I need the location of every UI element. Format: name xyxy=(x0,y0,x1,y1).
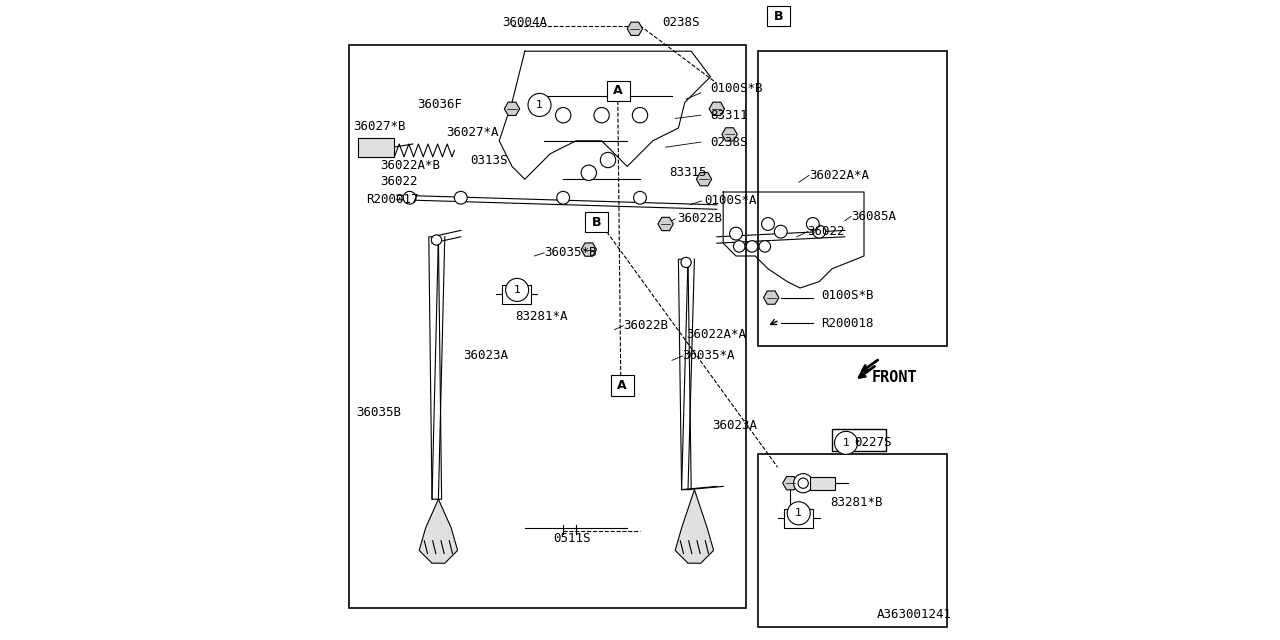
Circle shape xyxy=(759,241,771,252)
Circle shape xyxy=(557,191,570,204)
Text: 36035*A: 36035*A xyxy=(682,349,735,362)
Bar xyxy=(785,509,813,528)
FancyBboxPatch shape xyxy=(832,429,886,451)
Text: 1: 1 xyxy=(795,508,803,518)
Bar xyxy=(502,285,531,304)
Text: 83315: 83315 xyxy=(668,166,707,179)
Text: 36027*A: 36027*A xyxy=(447,126,499,139)
Text: A: A xyxy=(613,84,623,97)
FancyBboxPatch shape xyxy=(767,6,790,26)
Text: B: B xyxy=(773,10,783,22)
Text: 0100S*B: 0100S*B xyxy=(822,289,874,301)
Text: 36022B: 36022B xyxy=(623,319,668,332)
Text: 0313S: 0313S xyxy=(471,154,508,167)
Polygon shape xyxy=(581,243,596,256)
Text: FRONT: FRONT xyxy=(872,370,918,385)
Polygon shape xyxy=(722,128,737,141)
Bar xyxy=(810,477,836,490)
Text: B: B xyxy=(591,216,602,228)
FancyBboxPatch shape xyxy=(585,212,608,232)
Polygon shape xyxy=(420,499,458,563)
Circle shape xyxy=(746,241,758,252)
Text: 36022: 36022 xyxy=(380,175,417,188)
Text: A363001241: A363001241 xyxy=(877,608,952,621)
Polygon shape xyxy=(763,291,778,304)
Text: 36022A*A: 36022A*A xyxy=(686,328,746,340)
Bar xyxy=(759,454,947,627)
Polygon shape xyxy=(658,218,673,230)
Text: 36085A: 36085A xyxy=(851,210,896,223)
Text: 83281*B: 83281*B xyxy=(831,496,883,509)
Circle shape xyxy=(634,191,646,204)
Circle shape xyxy=(835,431,858,454)
Text: 36022A*A: 36022A*A xyxy=(810,169,869,182)
Circle shape xyxy=(431,235,442,245)
Polygon shape xyxy=(696,173,712,186)
Circle shape xyxy=(600,152,616,168)
Text: 0511S: 0511S xyxy=(553,532,590,545)
Circle shape xyxy=(556,108,571,123)
Text: 36023A: 36023A xyxy=(712,419,758,432)
Text: A: A xyxy=(617,379,627,392)
Text: 83311: 83311 xyxy=(710,109,748,122)
Bar xyxy=(348,45,745,608)
Circle shape xyxy=(730,227,742,240)
Circle shape xyxy=(794,474,813,493)
Text: 0100S*B: 0100S*B xyxy=(710,82,763,95)
Circle shape xyxy=(681,257,691,268)
Text: 36022: 36022 xyxy=(808,225,845,238)
Polygon shape xyxy=(709,102,724,115)
Circle shape xyxy=(529,93,550,116)
Circle shape xyxy=(733,241,745,252)
Text: 36035B: 36035B xyxy=(356,406,402,419)
Circle shape xyxy=(403,191,416,204)
Circle shape xyxy=(806,218,819,230)
Text: 1: 1 xyxy=(536,100,543,110)
Circle shape xyxy=(799,478,809,488)
Text: 0100S*A: 0100S*A xyxy=(704,195,756,207)
FancyBboxPatch shape xyxy=(611,375,634,396)
Polygon shape xyxy=(783,477,799,490)
Circle shape xyxy=(594,108,609,123)
Text: 36022A*B: 36022A*B xyxy=(380,159,440,172)
Circle shape xyxy=(762,218,774,230)
Text: 0238S: 0238S xyxy=(710,136,748,148)
Circle shape xyxy=(787,502,810,525)
Text: 36036F: 36036F xyxy=(417,98,462,111)
Text: 0227S: 0227S xyxy=(855,436,892,449)
Circle shape xyxy=(813,225,826,238)
Circle shape xyxy=(774,225,787,238)
Polygon shape xyxy=(676,490,714,563)
Text: 36027*B: 36027*B xyxy=(353,120,406,132)
Text: 36035*B: 36035*B xyxy=(544,246,596,259)
Text: 83281*A: 83281*A xyxy=(516,310,568,323)
Bar xyxy=(759,51,947,346)
Text: 1: 1 xyxy=(513,285,521,295)
Polygon shape xyxy=(627,22,643,35)
Text: 0238S: 0238S xyxy=(663,16,700,29)
Text: 36023A: 36023A xyxy=(463,349,508,362)
Bar xyxy=(358,138,394,157)
Text: 36022B: 36022B xyxy=(677,212,722,225)
Polygon shape xyxy=(504,102,520,115)
Circle shape xyxy=(454,191,467,204)
Circle shape xyxy=(632,108,648,123)
FancyBboxPatch shape xyxy=(607,81,630,101)
Text: 1: 1 xyxy=(842,438,850,448)
Circle shape xyxy=(581,165,596,180)
Text: R200017: R200017 xyxy=(366,193,419,206)
Text: 36004A: 36004A xyxy=(502,16,548,29)
Circle shape xyxy=(506,278,529,301)
Text: R200018: R200018 xyxy=(822,317,874,330)
